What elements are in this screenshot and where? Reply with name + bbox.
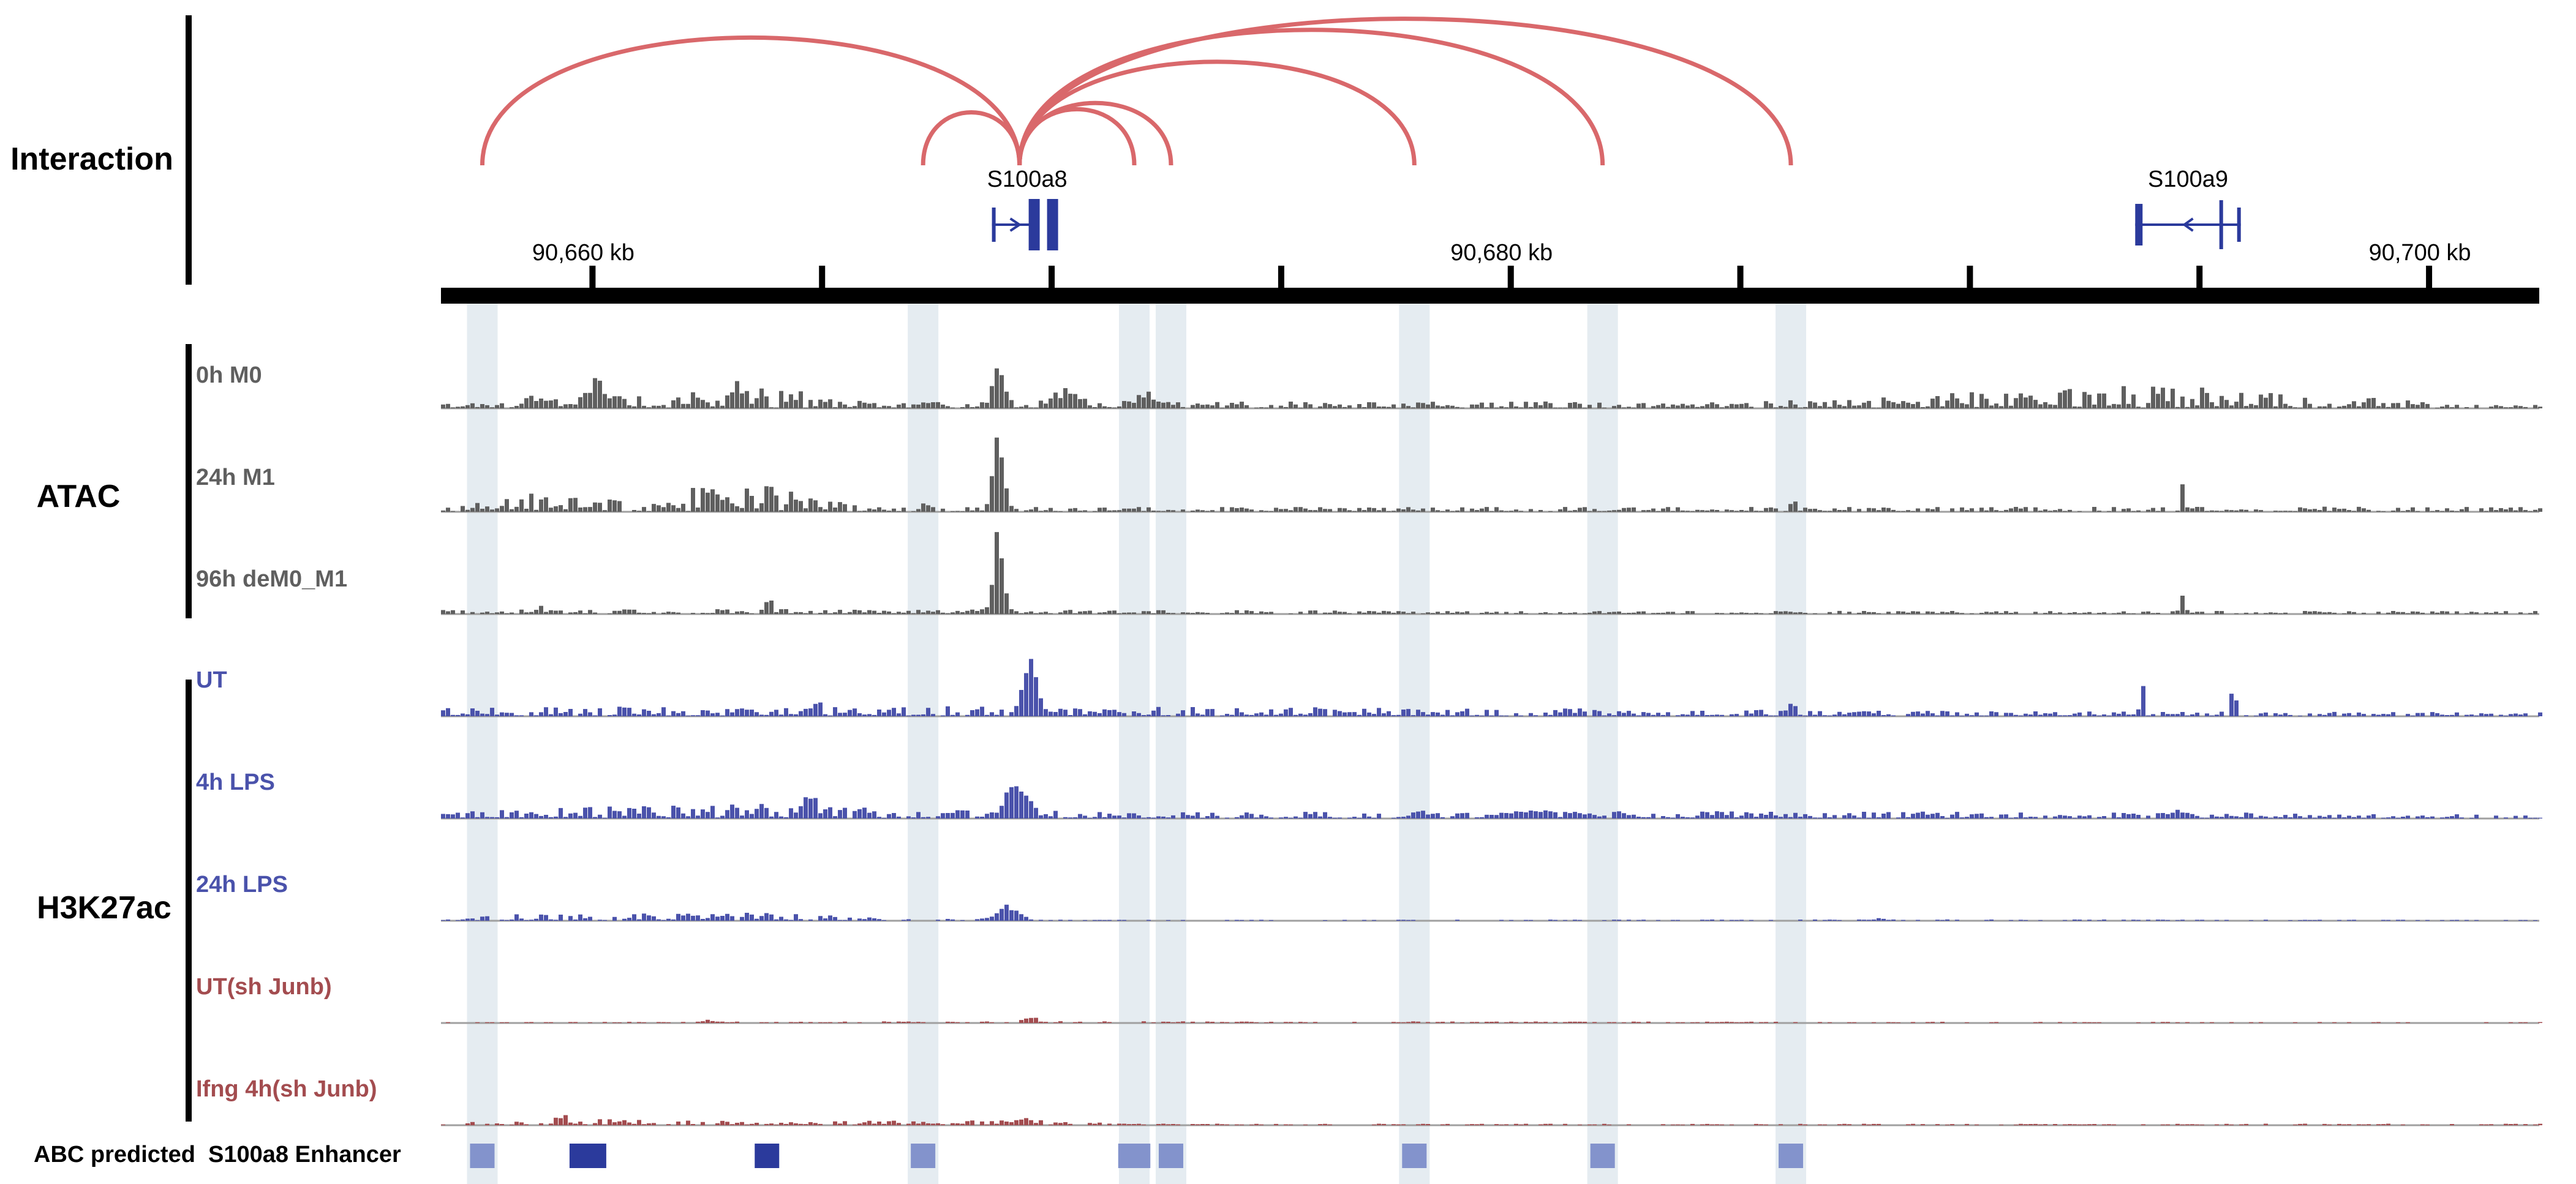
gene-utr xyxy=(1033,208,1038,242)
track-label: Ifng 4h(sh Junb) xyxy=(196,1076,377,1102)
axis-tick xyxy=(1737,266,1744,290)
gene-exon xyxy=(2135,204,2143,245)
signal-tracks: 0h M0 24h M1 96h deM0_M1 UT 4h LPS 24h LPS UT(… xyxy=(196,362,2542,1126)
track-4: UT xyxy=(196,659,2542,718)
track-label: 24h LPS xyxy=(196,872,288,897)
track-2: 24h M1 xyxy=(196,437,2542,513)
abc-enhancer-box xyxy=(1118,1144,1151,1168)
track-signal xyxy=(446,1017,2542,1023)
gene-utr xyxy=(2237,208,2241,242)
interaction-bracket xyxy=(186,15,192,285)
gene-exon xyxy=(2219,200,2223,249)
abc-enhancer-box xyxy=(1158,1144,1183,1168)
gene-s100a9: S100a9 xyxy=(2135,167,2241,249)
axis-tick xyxy=(819,266,826,290)
axis-bar xyxy=(441,288,2539,304)
track-1: 0h M0 xyxy=(196,362,2542,410)
axis-tick xyxy=(1278,266,1284,290)
highlight-band xyxy=(1155,300,1186,1184)
track-label: UT(sh Junb) xyxy=(196,974,332,1000)
gene-models: S100a8 S100a9 xyxy=(987,167,2241,250)
track-7: UT(sh Junb) xyxy=(196,974,2542,1024)
interaction-arc xyxy=(1017,17,1793,166)
axis-tick-label: 90,680 kb xyxy=(1450,240,1553,266)
axis-tick xyxy=(2426,266,2433,290)
strand-arrow-icon xyxy=(2182,217,2194,232)
atac-bracket xyxy=(186,344,192,618)
interaction-arc xyxy=(921,110,1022,166)
track-label: 0h M0 xyxy=(196,362,262,388)
axis-tick-label: 90,660 kb xyxy=(532,240,635,266)
abc-enhancer-box xyxy=(470,1144,495,1168)
track-6: 24h LPS xyxy=(196,872,2539,922)
strand-arrow-icon xyxy=(1009,217,1022,232)
axis-tick-label: 90,700 kb xyxy=(2369,240,2471,266)
track-signal xyxy=(441,659,2542,716)
gene-s100a8: S100a8 xyxy=(987,167,1068,250)
highlight-bands xyxy=(467,300,1807,1184)
track-signal xyxy=(441,904,2537,921)
interaction-arc xyxy=(480,35,1022,166)
axis-tick xyxy=(1507,266,1514,290)
track-5: 4h LPS xyxy=(196,770,2542,820)
gene-label: S100a8 xyxy=(987,167,1068,192)
track-label: UT xyxy=(196,667,227,693)
abc-enhancer-box xyxy=(569,1144,606,1168)
track-signal xyxy=(441,437,2542,512)
track-signal xyxy=(441,786,2542,819)
track-3: 96h deM0_M1 xyxy=(196,532,2539,615)
group-label-h3k27ac: H3K27ac xyxy=(37,890,171,926)
axis-tick xyxy=(1049,266,1055,290)
abc-enhancer-box xyxy=(911,1144,936,1168)
abc-enhancer-box xyxy=(1402,1144,1427,1168)
abc-enhancer-box xyxy=(755,1144,780,1168)
track-label: 96h deM0_M1 xyxy=(196,566,347,592)
genomic-axis: 90,660 kb 90,680 kb 90,700 kb xyxy=(441,240,2539,304)
highlight-band xyxy=(1119,300,1150,1184)
track-signal xyxy=(441,532,2537,614)
abc-enhancer-box xyxy=(1590,1144,1615,1168)
interaction-arcs xyxy=(480,17,1793,166)
gene-utr xyxy=(992,208,996,242)
abc-enhancer-track xyxy=(470,1144,1804,1168)
abc-enhancer-box xyxy=(1779,1144,1804,1168)
axis-tick xyxy=(1967,266,1973,290)
h3k27ac-bracket xyxy=(186,680,192,1122)
axis-tick xyxy=(2196,266,2203,290)
highlight-band xyxy=(1587,300,1618,1184)
interaction-arc xyxy=(1017,28,1605,166)
track-signal xyxy=(441,1115,2542,1125)
gene-exon xyxy=(1047,199,1058,250)
highlight-band xyxy=(1776,300,1807,1184)
gene-label: S100a9 xyxy=(2148,167,2228,192)
abc-track-label: ABC predicted S100a8 Enhancer xyxy=(34,1142,401,1167)
track-label: 24h M1 xyxy=(196,465,275,490)
group-label-interaction: Interaction xyxy=(10,141,173,177)
track-8: Ifng 4h(sh Junb) xyxy=(196,1076,2542,1126)
highlight-band xyxy=(467,300,498,1184)
highlight-band xyxy=(908,300,939,1184)
track-label: 4h LPS xyxy=(196,770,275,795)
group-label-atac: ATAC xyxy=(37,479,121,514)
track-signal xyxy=(441,368,2542,408)
axis-tick xyxy=(589,266,596,290)
highlight-band xyxy=(1399,300,1430,1184)
